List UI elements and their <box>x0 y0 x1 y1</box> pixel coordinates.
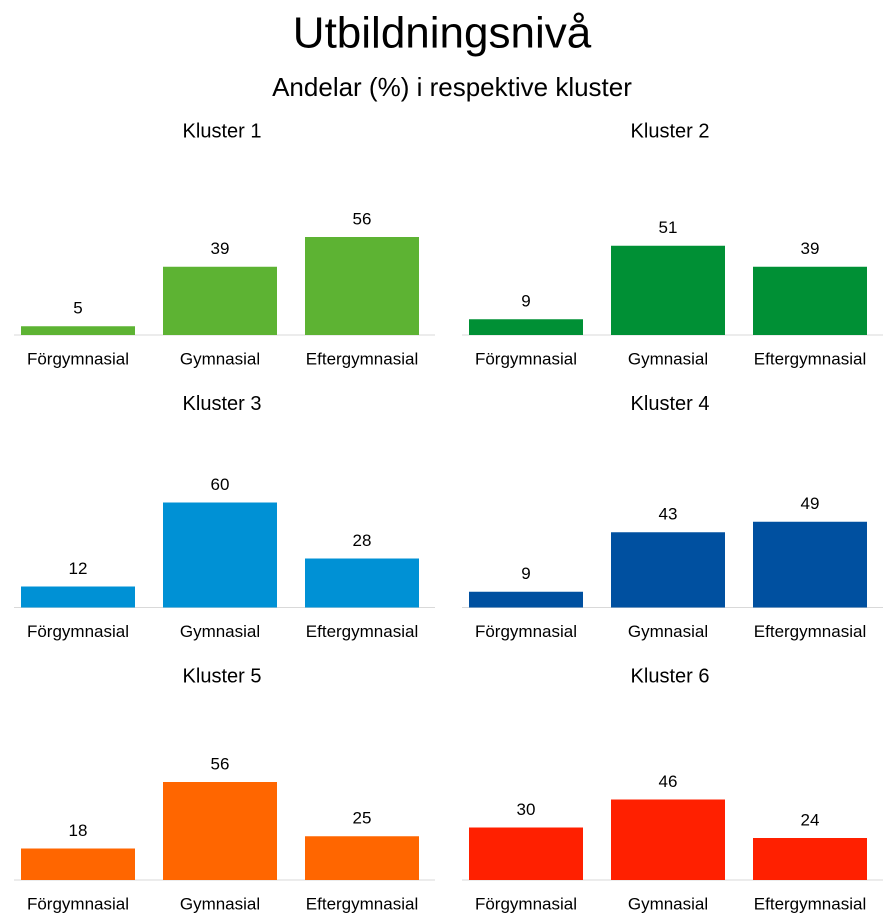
x-tick-label: Förgymnasial <box>475 622 577 641</box>
bar <box>611 799 725 880</box>
bar <box>163 502 277 608</box>
x-tick-label: Förgymnasial <box>475 894 577 913</box>
x-tick-label: Gymnasial <box>180 349 260 368</box>
value-label: 56 <box>353 209 372 228</box>
bar <box>469 319 583 335</box>
value-label: 24 <box>801 810 820 829</box>
value-label: 46 <box>659 772 678 791</box>
value-label: 49 <box>801 494 820 513</box>
bar <box>611 245 725 335</box>
x-tick-label: Förgymnasial <box>27 349 129 368</box>
panel-title: Kluster 6 <box>631 665 710 687</box>
x-tick-label: Gymnasial <box>628 622 708 641</box>
panel-title: Kluster 2 <box>631 120 710 142</box>
bar <box>753 838 867 880</box>
value-label: 60 <box>211 475 230 494</box>
bar <box>163 782 277 880</box>
bar <box>305 558 419 608</box>
x-tick-label: Gymnasial <box>180 894 260 913</box>
value-label: 25 <box>353 809 372 828</box>
x-tick-label: Eftergymnasial <box>306 894 418 913</box>
x-tick-label: Förgymnasial <box>27 622 129 641</box>
value-label: 18 <box>69 821 88 840</box>
chart-title: Utbildningsnivå <box>293 9 592 58</box>
value-label: 5 <box>73 299 82 318</box>
bar <box>753 266 867 335</box>
value-label: 51 <box>659 218 678 237</box>
bar <box>21 586 135 608</box>
panel-title: Kluster 3 <box>183 393 262 415</box>
x-tick-label: Gymnasial <box>180 622 260 641</box>
value-label: 39 <box>801 239 820 258</box>
bar <box>21 326 135 335</box>
value-label: 9 <box>521 564 530 583</box>
value-label: 56 <box>211 754 230 773</box>
value-label: 9 <box>521 292 530 311</box>
bar <box>469 591 583 608</box>
bar <box>469 827 583 880</box>
x-tick-label: Eftergymnasial <box>306 349 418 368</box>
x-tick-label: Gymnasial <box>628 894 708 913</box>
panel-title: Kluster 1 <box>183 120 262 142</box>
bar <box>21 848 135 880</box>
panel-title: Kluster 5 <box>183 665 262 687</box>
bar <box>163 266 277 335</box>
value-label: 12 <box>69 559 88 578</box>
bar <box>305 237 419 335</box>
x-tick-label: Eftergymnasial <box>754 622 866 641</box>
chart-subtitle: Andelar (%) i respektive kluster <box>272 72 632 102</box>
x-tick-label: Förgymnasial <box>475 349 577 368</box>
x-tick-label: Eftergymnasial <box>306 622 418 641</box>
value-label: 28 <box>353 531 372 550</box>
x-tick-label: Förgymnasial <box>27 894 129 913</box>
bar <box>305 836 419 880</box>
value-label: 43 <box>659 505 678 524</box>
panel-title: Kluster 4 <box>631 393 710 415</box>
x-tick-label: Eftergymnasial <box>754 349 866 368</box>
x-tick-label: Gymnasial <box>628 349 708 368</box>
bar <box>753 521 867 608</box>
value-label: 39 <box>211 239 230 258</box>
bar <box>611 532 725 608</box>
value-label: 30 <box>517 800 536 819</box>
x-tick-label: Eftergymnasial <box>754 894 866 913</box>
